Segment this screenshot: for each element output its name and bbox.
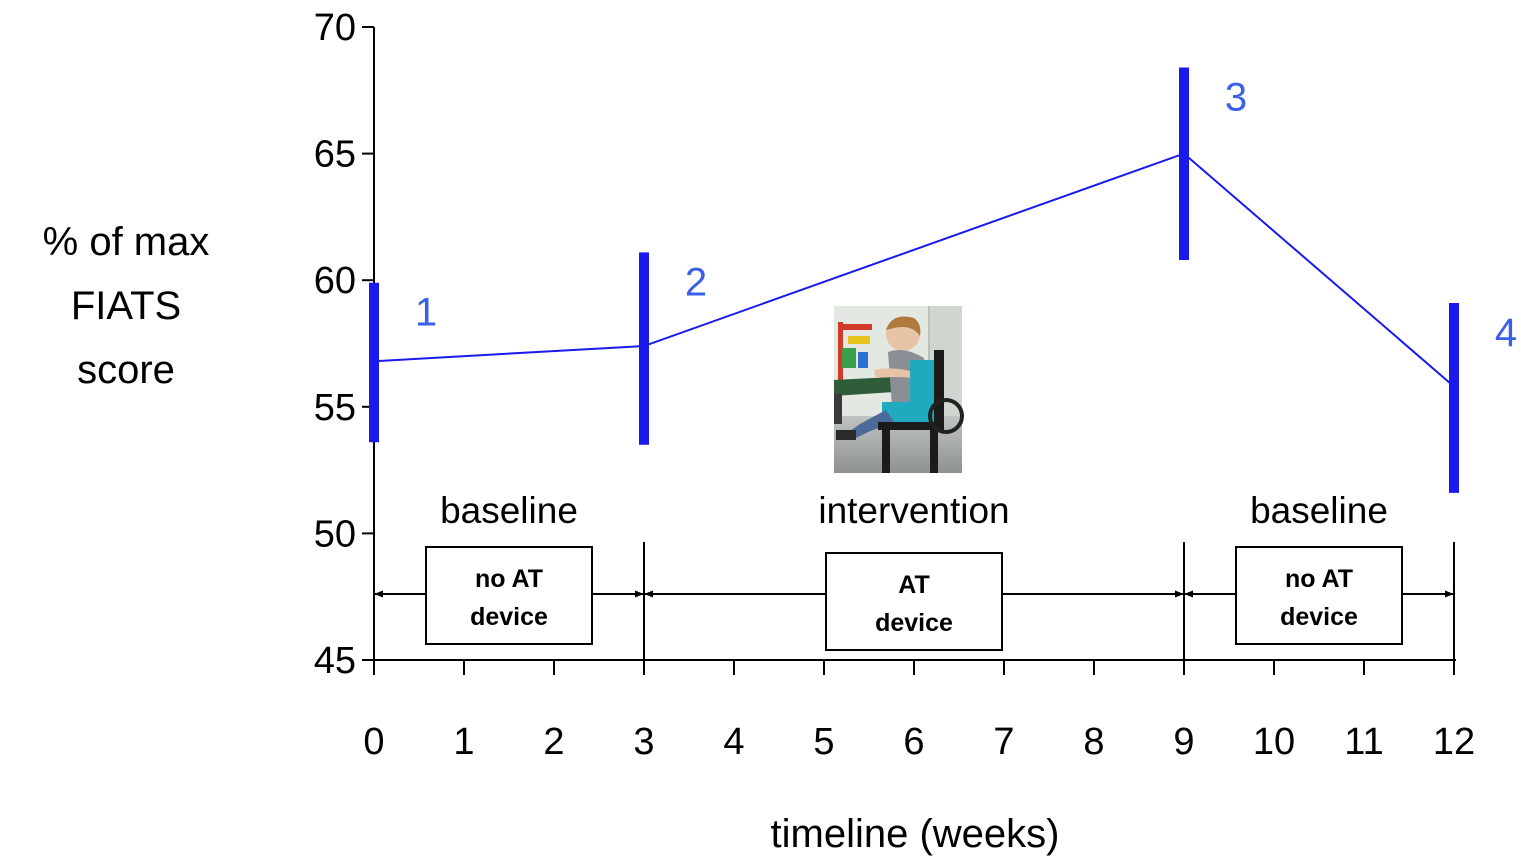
x-tick-label: 10 bbox=[1253, 721, 1295, 763]
y-axis-title-line-2: FIATS bbox=[71, 284, 181, 328]
condition-label: AT bbox=[898, 571, 929, 599]
condition-label: device bbox=[1280, 603, 1358, 631]
condition-box bbox=[425, 546, 593, 645]
child-in-adaptive-seat-photo bbox=[834, 306, 964, 473]
condition-label: device bbox=[875, 609, 953, 637]
data-point bbox=[1451, 383, 1457, 390]
x-tick-label: 9 bbox=[1173, 721, 1194, 763]
phase-label: baseline bbox=[440, 490, 578, 531]
x-tick-label: 1 bbox=[453, 721, 474, 763]
y-ticks: 45 50 55 60 65 70 bbox=[314, 7, 374, 682]
condition-label: no AT bbox=[475, 565, 543, 593]
phase-label: baseline bbox=[1250, 490, 1388, 531]
y-tick-label: 45 bbox=[314, 640, 356, 682]
x-tick-label: 8 bbox=[1083, 721, 1104, 763]
x-tick-label: 12 bbox=[1433, 721, 1475, 763]
y-axis-title-line-1: % of max bbox=[43, 220, 210, 264]
x-tick-label: 5 bbox=[813, 721, 834, 763]
y-tick-label: 55 bbox=[314, 387, 356, 429]
x-tick-label: 11 bbox=[1344, 721, 1383, 763]
y-tick-label: 65 bbox=[314, 134, 356, 176]
x-tick-label: 3 bbox=[633, 721, 654, 763]
x-tick-label: 2 bbox=[543, 721, 564, 763]
y-axis-title: % of max FIATS score bbox=[43, 220, 210, 392]
x-axis-title: timeline (weeks) bbox=[771, 812, 1060, 856]
condition-box bbox=[1235, 546, 1403, 645]
point-label: 2 bbox=[685, 260, 707, 304]
point-label: 4 bbox=[1495, 311, 1517, 355]
phase-label: intervention bbox=[818, 490, 1009, 531]
phases: baseline no AT device intervention AT device b… bbox=[373, 490, 1455, 675]
point-label: 1 bbox=[415, 291, 437, 335]
x-ticks: 0 1 2 3 4 5 6 7 8 9 10 11 12 bbox=[363, 660, 1475, 763]
condition-label: device bbox=[470, 603, 548, 631]
x-tick-label: 6 bbox=[903, 721, 924, 763]
x-tick-label: 4 bbox=[723, 721, 744, 763]
data-point bbox=[641, 343, 647, 350]
y-axis-title-line-3: score bbox=[77, 348, 175, 392]
condition-label: no AT bbox=[1285, 565, 1353, 593]
y-tick-label: 70 bbox=[314, 7, 356, 49]
y-tick-label: 50 bbox=[314, 513, 356, 555]
y-tick-label: 60 bbox=[314, 260, 356, 302]
x-tick-label: 7 bbox=[993, 721, 1014, 763]
series: 1 2 3 4 bbox=[369, 67, 1517, 493]
x-tick-label: 0 bbox=[363, 721, 384, 763]
condition-box bbox=[825, 552, 1003, 651]
data-point bbox=[371, 358, 377, 365]
point-label: 3 bbox=[1225, 76, 1247, 120]
series-line bbox=[373, 152, 1455, 388]
data-point bbox=[1181, 150, 1187, 157]
